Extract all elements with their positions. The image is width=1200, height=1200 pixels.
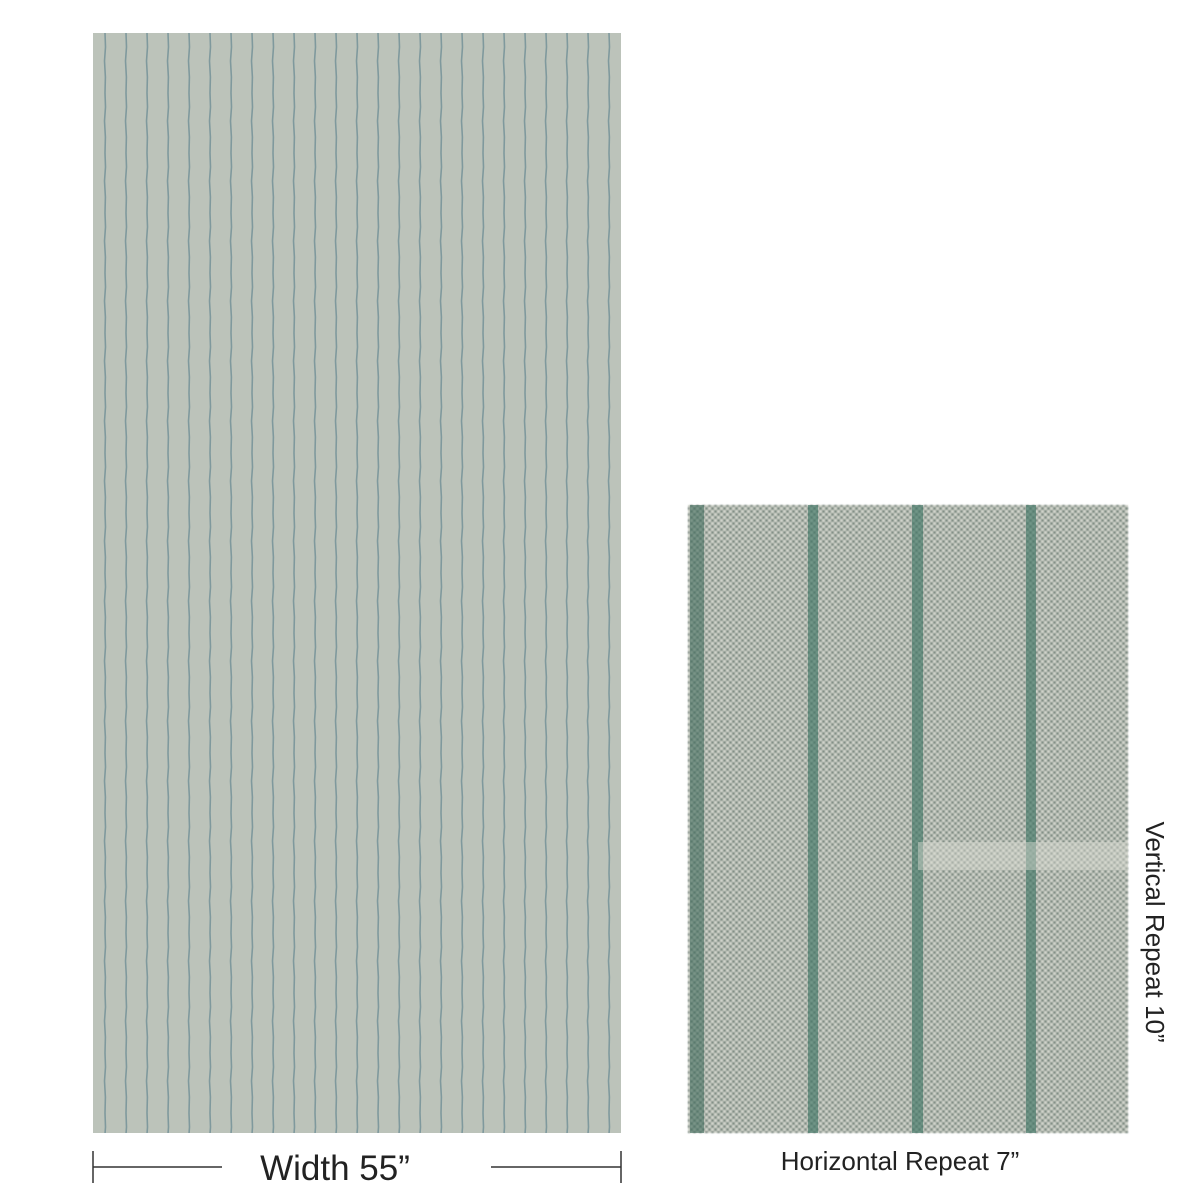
fabric-closeup [688,505,1128,1133]
horizontal-repeat-label: Horizontal Repeat 7” [781,1146,1019,1176]
width-label: Width 55” [260,1149,410,1188]
fabric-full-width [93,33,621,1133]
width-dimension [92,1151,622,1183]
vertical-repeat-label: Vertical Repeat 10” [1140,821,1170,1042]
